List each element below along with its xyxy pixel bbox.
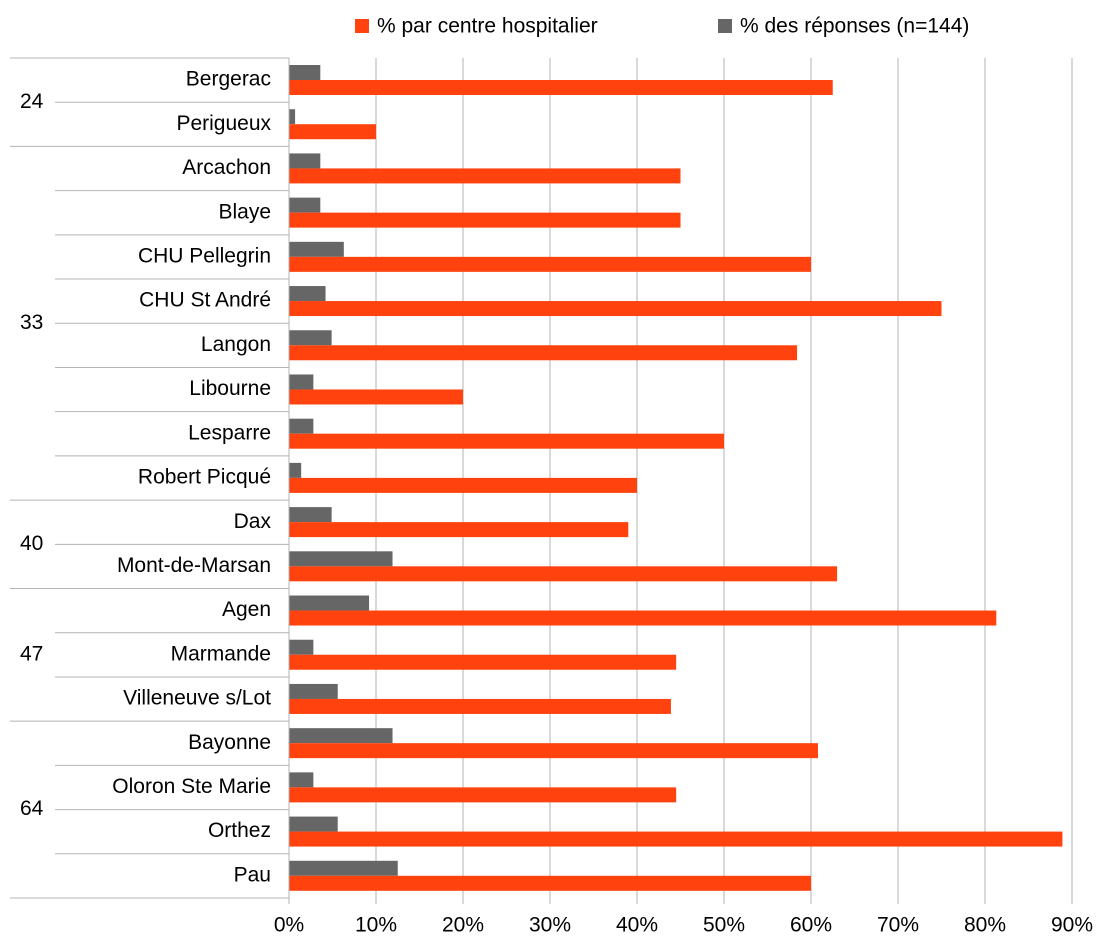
category-label: Marmande bbox=[171, 642, 271, 665]
x-tick-label: 0% bbox=[274, 914, 304, 937]
bar bbox=[289, 507, 332, 523]
bar bbox=[289, 595, 370, 611]
legend-swatch bbox=[355, 19, 369, 33]
bar bbox=[289, 816, 338, 832]
bar bbox=[289, 772, 314, 788]
category-label: CHU St André bbox=[139, 289, 271, 312]
x-tick-label: 10% bbox=[355, 914, 397, 937]
bar bbox=[289, 241, 344, 257]
bar bbox=[289, 728, 393, 744]
category-label: Libourne bbox=[189, 377, 271, 400]
group-label: 24 bbox=[20, 90, 44, 113]
category-label: Arcachon bbox=[182, 156, 271, 179]
category-label: Blaye bbox=[218, 200, 271, 223]
bar bbox=[289, 875, 811, 891]
x-tick-label: 30% bbox=[529, 914, 571, 937]
bar bbox=[289, 301, 942, 317]
bar bbox=[289, 389, 463, 405]
category-label: Robert Picqué bbox=[138, 466, 271, 489]
legend-swatch bbox=[718, 19, 732, 33]
bar bbox=[289, 197, 321, 213]
legend-label: % des réponses (n=144) bbox=[740, 15, 969, 38]
bar bbox=[289, 743, 818, 759]
bar bbox=[289, 462, 302, 478]
bar bbox=[289, 551, 393, 567]
bar bbox=[289, 109, 296, 125]
category-label: Oloron Ste Marie bbox=[112, 775, 271, 798]
bar bbox=[289, 639, 314, 655]
bar bbox=[289, 860, 398, 876]
category-label: Bergerac bbox=[186, 68, 271, 91]
category-label: Lesparre bbox=[188, 421, 271, 444]
bar bbox=[289, 153, 321, 169]
legend-label: % par centre hospitalier bbox=[377, 15, 598, 38]
category-label: Bayonne bbox=[188, 731, 271, 754]
x-tick-label: 70% bbox=[877, 914, 919, 937]
category-label: Agen bbox=[222, 598, 271, 621]
category-label: Villeneuve s/Lot bbox=[123, 687, 271, 710]
bar bbox=[289, 610, 997, 626]
bar bbox=[289, 256, 811, 272]
category-label: Pau bbox=[234, 863, 271, 886]
x-tick-label: 60% bbox=[790, 914, 832, 937]
bar bbox=[289, 654, 677, 670]
category-label: Langon bbox=[201, 333, 271, 356]
x-tick-label: 40% bbox=[616, 914, 658, 937]
bar bbox=[289, 418, 314, 434]
bar bbox=[289, 477, 637, 493]
x-tick-label: 80% bbox=[964, 914, 1006, 937]
category-label: Mont-de-Marsan bbox=[117, 554, 271, 577]
bar bbox=[289, 566, 838, 582]
bar bbox=[289, 698, 671, 714]
bar bbox=[289, 522, 629, 538]
bar bbox=[289, 330, 332, 346]
group-label: 47 bbox=[20, 642, 43, 665]
bar bbox=[289, 212, 681, 228]
category-label: Perigueux bbox=[176, 112, 271, 135]
group-label: 33 bbox=[20, 311, 43, 334]
bar bbox=[289, 787, 677, 803]
group-label: 64 bbox=[20, 797, 44, 820]
bar bbox=[289, 374, 314, 390]
group-label: 40 bbox=[20, 532, 43, 555]
category-label: Dax bbox=[234, 510, 272, 533]
bar bbox=[289, 683, 338, 699]
category-label: Orthez bbox=[208, 819, 271, 842]
bar bbox=[289, 168, 681, 184]
bar bbox=[289, 80, 833, 95]
x-tick-label: 50% bbox=[703, 914, 745, 937]
x-tick-label: 90% bbox=[1051, 914, 1093, 937]
bar bbox=[289, 345, 798, 361]
bar bbox=[289, 831, 1063, 847]
bar bbox=[289, 124, 376, 140]
x-tick-label: 20% bbox=[442, 914, 484, 937]
bar bbox=[289, 286, 326, 302]
category-label: CHU Pellegrin bbox=[138, 244, 271, 267]
bar bbox=[289, 65, 321, 80]
bar bbox=[289, 433, 724, 449]
